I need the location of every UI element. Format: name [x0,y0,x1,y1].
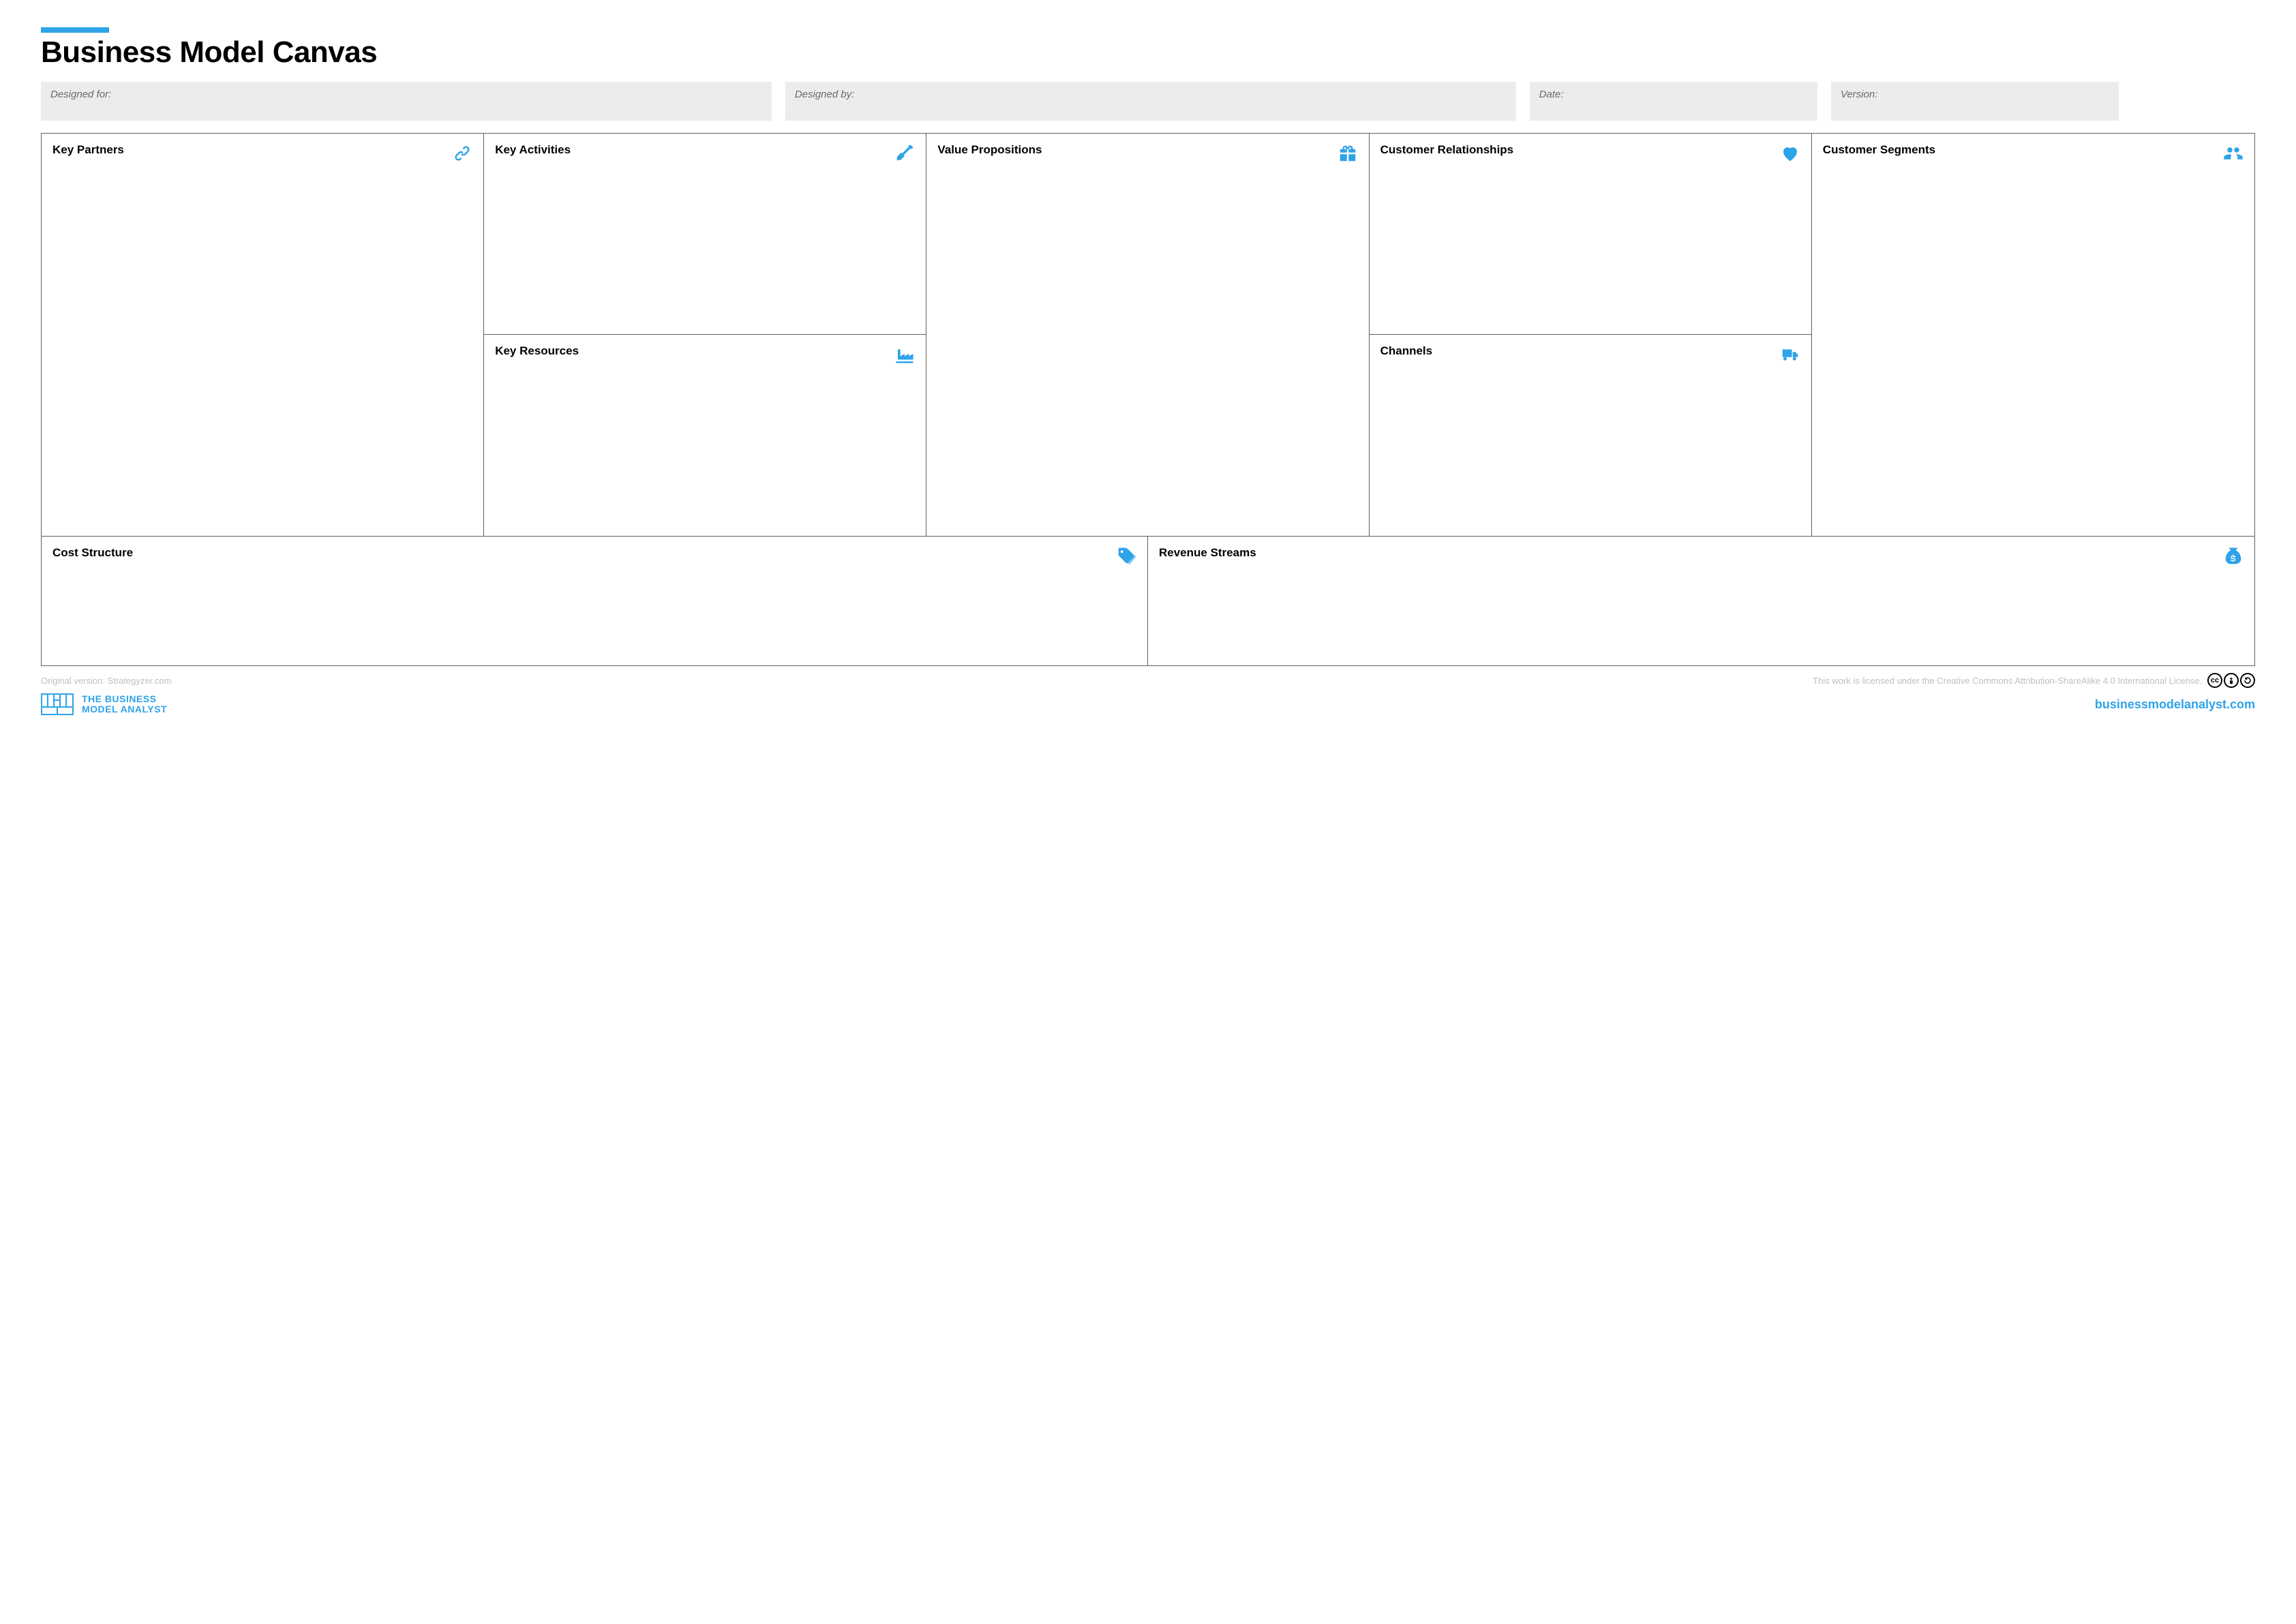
block-customer-segments-title: Customer Segments [1823,143,1935,157]
meta-designed-for[interactable]: Designed for: [41,82,772,121]
truck-icon [1780,344,1800,365]
block-customer-relationships[interactable]: Customer Relationships [1370,134,1812,335]
block-key-partners-title: Key Partners [52,143,124,157]
meta-row: Designed for: Designed by: Date: Version… [41,82,2255,121]
moneybag-icon [2223,546,2244,567]
gift-icon [1338,143,1358,164]
footer: Original version: Strategyzer.com This w… [41,673,2255,688]
meta-date[interactable]: Date: [1530,82,1817,121]
cc-badge: cc [2207,673,2255,688]
brand-logo-icon [41,693,74,715]
meta-designed-for-label: Designed for: [50,89,111,100]
meta-designed-by-label: Designed by: [795,89,855,100]
block-revenue-streams-title: Revenue Streams [1159,546,1256,560]
block-value-propositions[interactable]: Value Propositions [926,134,1369,536]
canvas-top-grid: Key Partners Key Activities Value Propos… [42,134,2254,536]
brand-text: THE BUSINESS MODEL ANALYST [82,694,167,714]
footer-license-text: This work is licensed under the Creative… [1813,676,2202,686]
brand-row: THE BUSINESS MODEL ANALYST businessmodel… [41,693,2255,715]
block-cost-structure[interactable]: Cost Structure [42,536,1148,665]
meta-designed-by[interactable]: Designed by: [785,82,1516,121]
factory-icon [894,344,915,365]
block-channels[interactable]: Channels [1370,335,1812,536]
block-key-resources[interactable]: Key Resources [484,335,926,536]
shovel-icon [894,143,915,164]
brand-line1: THE BUSINESS [82,694,167,704]
block-customer-segments[interactable]: Customer Segments [1812,134,2254,536]
block-key-resources-title: Key Resources [495,344,579,358]
tag-icon [1116,546,1136,567]
block-key-activities[interactable]: Key Activities [484,134,926,335]
block-channels-title: Channels [1380,344,1433,358]
accent-bar [41,27,109,33]
brand-line2: MODEL ANALYST [82,704,167,715]
block-revenue-streams[interactable]: Revenue Streams [1148,536,2254,665]
heart-icon [1780,143,1800,164]
meta-version[interactable]: Version: [1831,82,2119,121]
brand-url[interactable]: businessmodelanalyst.com [2095,697,2255,712]
brand-left: THE BUSINESS MODEL ANALYST [41,693,167,715]
block-value-propositions-title: Value Propositions [937,143,1042,157]
meta-date-label: Date: [1539,89,1564,100]
block-customer-relationships-title: Customer Relationships [1380,143,1514,157]
block-key-activities-title: Key Activities [495,143,571,157]
canvas-bottom-grid: Cost Structure Revenue Streams [42,536,2254,665]
footer-original-version: Original version: Strategyzer.com [41,676,171,686]
link-icon [452,143,472,164]
meta-version-label: Version: [1841,89,1877,100]
cc-sa-icon [2240,673,2255,688]
cc-icon: cc [2207,673,2222,688]
block-key-partners[interactable]: Key Partners [42,134,484,536]
block-cost-structure-title: Cost Structure [52,546,133,560]
cc-by-icon [2224,673,2239,688]
page-title: Business Model Canvas [41,35,2255,70]
canvas: Key Partners Key Activities Value Propos… [41,133,2255,666]
users-icon [2223,143,2244,164]
